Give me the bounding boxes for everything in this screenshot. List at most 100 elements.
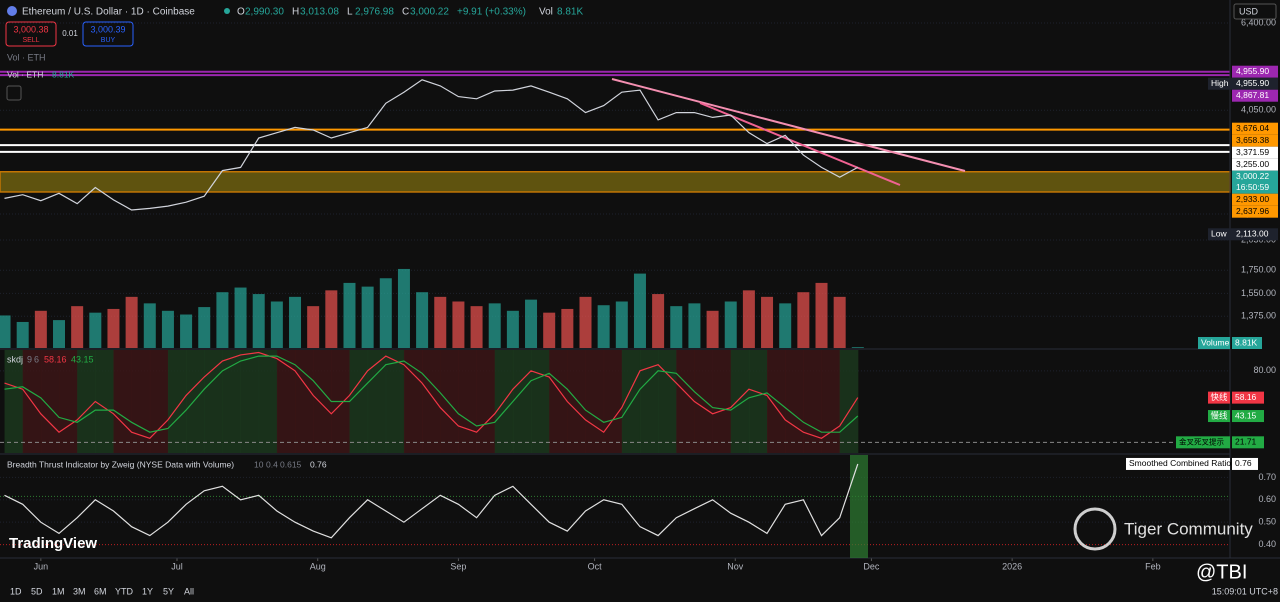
volume-bar xyxy=(543,312,556,348)
overlay-layer: 6,400.004,050.002,350.002,050.001,750.00… xyxy=(4,17,1278,571)
volume-bar xyxy=(416,292,429,348)
trend-band xyxy=(585,350,605,453)
volume-bar xyxy=(452,301,465,348)
x-tick-label: Jun xyxy=(34,561,49,571)
sell-button[interactable] xyxy=(5,21,57,47)
breadth-value: 0.76 xyxy=(310,459,327,469)
trend-band xyxy=(458,350,478,453)
trend-band xyxy=(113,350,133,453)
x-tick-label: Feb xyxy=(1145,561,1161,571)
x-tick-label: Dec xyxy=(863,561,880,571)
trend-band xyxy=(167,350,187,453)
value-tag-label: 0.76 xyxy=(1235,458,1252,468)
price-tag xyxy=(1232,65,1278,78)
trend-band xyxy=(512,350,532,453)
volume-bar xyxy=(270,301,283,348)
price-tag xyxy=(1232,134,1278,147)
volume-bar xyxy=(0,315,11,348)
series-name: Smoothed Combined Ratio xyxy=(1129,458,1231,468)
price-tag-label: 4,955.90 xyxy=(1236,66,1269,76)
volume-bar xyxy=(833,296,846,348)
volume-bar xyxy=(706,310,719,348)
range-button[interactable]: 1D xyxy=(10,586,22,596)
price-tag xyxy=(1232,170,1278,194)
trend-band xyxy=(440,350,459,453)
vol-legend-value: 8.81K xyxy=(52,69,75,79)
trend-band xyxy=(186,350,205,453)
trend-band xyxy=(204,350,223,453)
price-tag-label: 3,000.22 xyxy=(1236,171,1269,181)
buy-button[interactable] xyxy=(82,21,134,47)
volume-bar xyxy=(397,268,410,348)
price-tag-label: 2,933.00 xyxy=(1236,194,1269,204)
value-tag-label: 58.16 xyxy=(1235,392,1257,402)
trend-band xyxy=(476,350,496,453)
range-button[interactable]: 6M xyxy=(94,586,107,596)
value-tag-label: 43.15 xyxy=(1235,410,1257,420)
x-tick-label: Sep xyxy=(450,561,466,571)
volume-bar xyxy=(561,308,574,348)
skdj-fast-value: 58.16 xyxy=(44,354,67,364)
volume-bar xyxy=(89,312,102,348)
series-name: 快线 xyxy=(1210,392,1228,402)
volume-bar xyxy=(488,303,501,348)
trend-band xyxy=(621,350,641,453)
trend-band xyxy=(676,350,695,453)
collapse-button[interactable] xyxy=(6,85,22,101)
range-button[interactable]: 1Y xyxy=(142,586,153,596)
trend-band xyxy=(785,350,804,453)
vol-value: 8.81K xyxy=(557,7,583,18)
volume-bar xyxy=(143,303,156,348)
trend-band xyxy=(694,350,714,453)
volume-bar xyxy=(633,273,646,348)
signal-tag xyxy=(1176,436,1230,449)
volume-bar xyxy=(525,299,538,348)
price-tag xyxy=(1232,77,1278,90)
trend-line xyxy=(611,78,966,172)
vol-eth-label: Vol · ETH xyxy=(7,52,46,62)
currency-select[interactable] xyxy=(1233,3,1277,20)
y-tick-label: 0.50 xyxy=(1258,517,1276,527)
volume-bar xyxy=(289,296,302,348)
trend-band xyxy=(276,350,296,453)
y-tick-label: 80.00 xyxy=(1253,365,1276,375)
signal-highlight xyxy=(850,455,868,558)
y-tick-label: 0.70 xyxy=(1258,472,1276,482)
x-tick-label: Jul xyxy=(171,561,183,571)
range-button[interactable]: 3M xyxy=(73,586,86,596)
volume-bar xyxy=(652,294,665,348)
ohlc-key: O xyxy=(237,7,245,18)
volume-bar xyxy=(361,286,374,348)
change: +9.91 (+0.33%) xyxy=(457,7,526,18)
volume-value-tag xyxy=(1232,337,1262,349)
trend-band xyxy=(240,350,260,453)
range-button[interactable]: 5Y xyxy=(163,586,174,596)
volume-bar xyxy=(470,306,483,348)
y-tick-label: 1,375.00 xyxy=(1241,311,1276,321)
range-button[interactable]: All xyxy=(184,586,194,596)
x-tick-label: Nov xyxy=(727,561,744,571)
trend-band xyxy=(658,350,677,453)
volume-bar xyxy=(779,303,792,348)
volume-bar xyxy=(851,347,864,348)
trend-band xyxy=(803,350,823,453)
trend-band xyxy=(367,350,387,453)
range-button[interactable]: 1M xyxy=(52,586,65,596)
trend-line xyxy=(699,102,901,186)
trend-band xyxy=(77,350,96,453)
volume-bar xyxy=(216,292,229,348)
volume-bar xyxy=(815,282,828,348)
volume-bar xyxy=(761,296,774,348)
trend-band xyxy=(131,350,151,453)
trend-band xyxy=(549,350,568,453)
trend-band xyxy=(4,350,24,453)
trend-band xyxy=(567,350,586,453)
ohlc-value: 2,976.98 xyxy=(355,7,394,18)
tiger-watermark: Tiger Community xyxy=(1124,519,1253,538)
skdj-title: skdj xyxy=(7,354,23,364)
trend-band xyxy=(313,350,332,453)
range-button[interactable]: YTD xyxy=(115,586,134,596)
volume-bar xyxy=(797,292,810,348)
range-button[interactable]: 5D xyxy=(31,586,43,596)
